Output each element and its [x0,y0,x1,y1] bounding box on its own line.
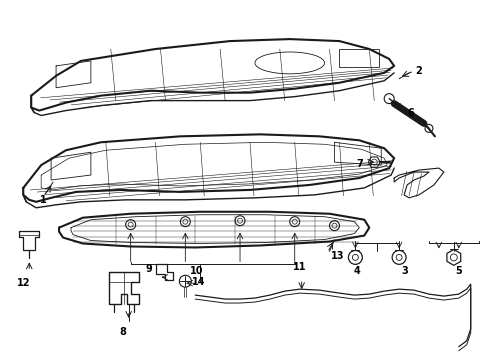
Text: 4: 4 [354,266,361,276]
Text: 3: 3 [402,266,409,276]
Bar [340,49,379,67]
Text: 6: 6 [408,108,415,117]
Text: 1: 1 [40,195,47,205]
Text: 5: 5 [455,266,462,276]
Text: 14: 14 [192,277,205,287]
Text: 12: 12 [17,278,30,288]
Text: 8: 8 [119,327,126,337]
Text: 11: 11 [293,262,306,272]
Text: 9: 9 [145,264,152,274]
Text: 10: 10 [190,266,203,276]
Text: 7: 7 [356,159,363,169]
Text: 2: 2 [416,66,422,76]
Text: 13: 13 [331,251,344,261]
